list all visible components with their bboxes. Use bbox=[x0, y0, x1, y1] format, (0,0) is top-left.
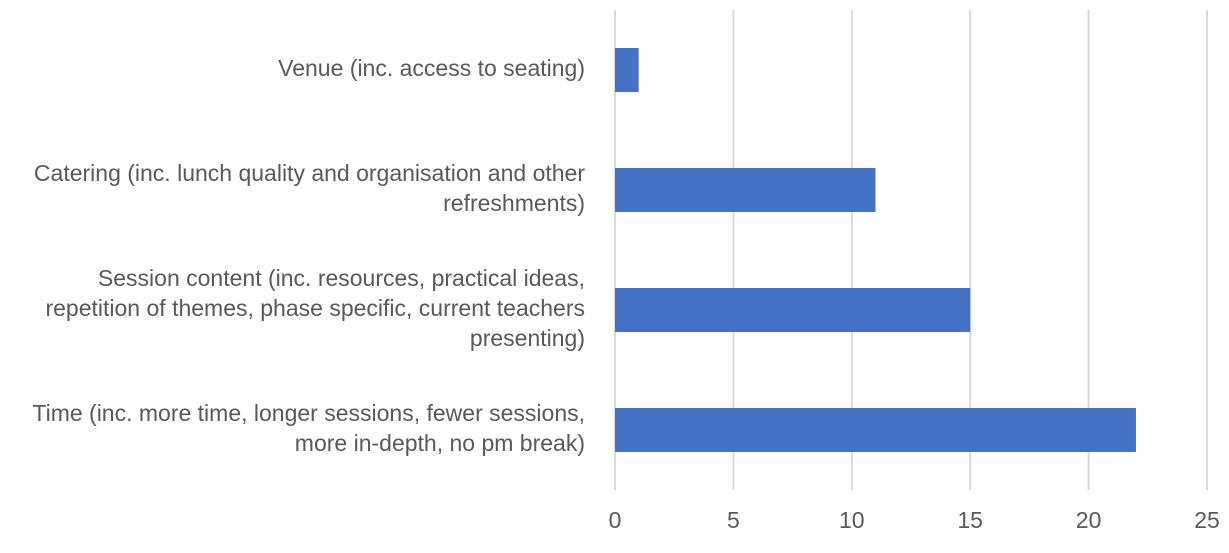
bar bbox=[615, 168, 876, 212]
x-tick-label: 5 bbox=[727, 507, 740, 533]
y-tick-label: Time (inc. more time, longer sessions, f… bbox=[32, 400, 585, 456]
bar bbox=[615, 408, 1136, 452]
y-tick-label: Venue (inc. access to seating) bbox=[278, 55, 585, 81]
x-tick-label: 20 bbox=[1076, 507, 1102, 533]
y-tick-label: Catering (inc. lunch quality and organis… bbox=[34, 160, 585, 216]
bar bbox=[615, 288, 971, 332]
x-tick-label: 15 bbox=[957, 507, 983, 533]
x-tick-label: 0 bbox=[609, 507, 622, 533]
x-tick-label: 25 bbox=[1194, 507, 1220, 533]
y-tick-label: Session content (inc. resources, practic… bbox=[45, 265, 585, 351]
x-tick-label: 10 bbox=[839, 507, 865, 533]
bar bbox=[615, 48, 639, 92]
